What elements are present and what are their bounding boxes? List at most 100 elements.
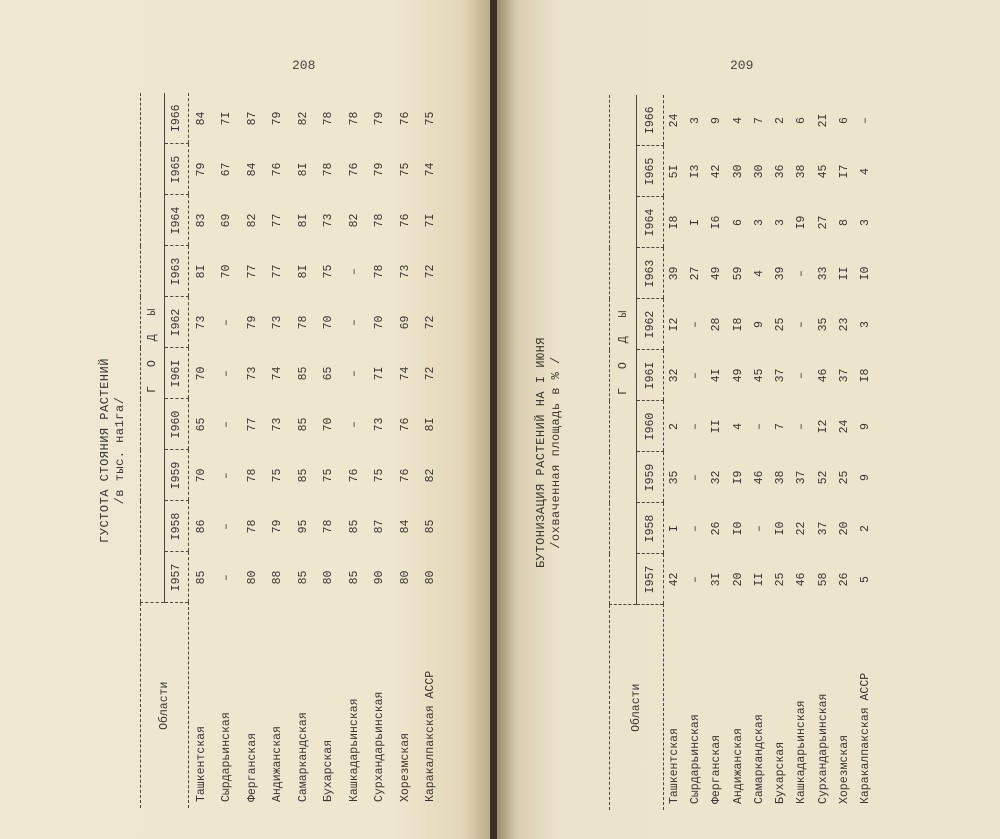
value-cell: 70 [373, 315, 387, 330]
value-cell: – [795, 423, 809, 430]
year-header: I965 [636, 146, 664, 197]
value-cell: 73 [195, 315, 208, 330]
value-cell: 49 [710, 266, 724, 281]
value-cell: 28 [710, 317, 724, 332]
table-title: БУТОНИЗАЦИЯ РАСТЕНИЙ НА I ИЮНЯ [534, 336, 548, 569]
value-cell: 37 [774, 368, 788, 383]
value-cell: 75 [424, 111, 438, 126]
value-cell: 7 [752, 117, 766, 124]
table-row: Хорезмская 80 84 76 76 74 69 73 76 75 76 [393, 93, 419, 808]
region-name: Бухарская [774, 741, 788, 804]
value-cell: 42 [710, 164, 724, 179]
value-cell: 85 [296, 468, 310, 483]
year-header: I957 [636, 554, 664, 605]
year-header: I965 [164, 144, 189, 195]
value-cell: 95 [296, 519, 310, 534]
value-cell: 5 [859, 576, 873, 583]
region-name: Каракалпакская АССР [859, 672, 873, 804]
value-cell: 77 [245, 417, 259, 432]
value-cell: 37 [838, 368, 852, 383]
value-cell: – [220, 574, 234, 581]
value-cell: 70 [322, 417, 336, 432]
table-row: Ферганская 80 78 78 77 73 79 77 82 84 87 [240, 93, 266, 808]
budding-table-block: БУТОНИЗАЦИЯ РАСТЕНИЙ НА I ИЮНЯ /охваченн… [534, 94, 904, 810]
value-cell: 35 [667, 470, 681, 485]
value-cell: – [688, 423, 702, 430]
value-cell: 79 [373, 111, 387, 126]
value-cell: I3 [688, 164, 702, 179]
value-cell: 5I [667, 164, 681, 179]
region-name: Хорезмская [398, 732, 412, 802]
table-title: ГУСТОТА СТОЯНИЯ РАСТЕНИЙ [98, 358, 112, 543]
value-cell: 59 [731, 266, 745, 281]
value-cell: I0 [774, 521, 788, 536]
table-row: Хорезмская 26 20 25 24 37 23 II 8 I7 6 [834, 95, 855, 810]
table-subtitle: /в тыс. на1га/ [113, 396, 127, 505]
value-cell: I6 [710, 215, 724, 230]
value-cell: 8I [195, 264, 208, 279]
value-cell: 78 [245, 519, 259, 534]
region-name: Сурхандарьинская [816, 693, 830, 804]
value-cell: – [347, 370, 361, 377]
value-cell: I0 [731, 521, 745, 536]
value-cell: II [838, 266, 852, 281]
value-cell: 20 [838, 521, 852, 536]
value-cell: 82 [347, 213, 361, 228]
value-cell: 85 [347, 519, 361, 534]
year-header: I964 [636, 197, 664, 248]
value-cell: – [347, 268, 361, 275]
table-row: Сурхандарьинская 58 37 52 I2 46 35 33 27 45 2I [813, 95, 834, 810]
value-cell: 75 [398, 162, 412, 177]
value-cell: 4 [859, 168, 873, 175]
table-row: Сырдарьинская – – – – – – 70 69 67 7I [214, 93, 240, 808]
value-cell: 65 [195, 417, 208, 432]
value-cell: 90 [373, 570, 387, 585]
value-cell: 26 [710, 521, 724, 536]
table-row: Самаркандская 85 95 85 85 85 78 8I 8I 8I 82 [291, 93, 317, 808]
value-cell: 72 [424, 366, 438, 381]
value-cell: 6 [838, 117, 852, 124]
value-cell: 37 [795, 470, 809, 485]
value-cell: – [795, 372, 809, 379]
table-row: Ташкентская 42 I 35 2 32 I2 39 I8 5I 24 [664, 95, 685, 810]
value-cell: 27 [688, 266, 702, 281]
value-cell: 78 [296, 315, 310, 330]
value-cell: 79 [195, 162, 208, 177]
year-header: I960 [636, 401, 664, 452]
value-cell: 72 [424, 264, 438, 279]
value-cell: 9 [710, 117, 724, 124]
value-cell: 24 [838, 419, 852, 434]
value-cell: 4 [752, 270, 766, 277]
value-cell: 85 [195, 570, 208, 585]
value-cell: 77 [271, 264, 285, 279]
region-name: Самаркандская [296, 712, 310, 802]
year-header: I960 [164, 399, 189, 450]
value-cell: 2 [774, 117, 788, 124]
year-header: I964 [164, 195, 189, 246]
value-cell: 32 [667, 368, 681, 383]
value-cell: 76 [347, 468, 361, 483]
year-header: I966 [164, 92, 189, 144]
year-header: I963 [164, 246, 189, 297]
value-cell: 2 [859, 525, 873, 532]
value-cell: 25 [774, 317, 788, 332]
value-cell: – [220, 421, 234, 428]
value-cell: 69 [220, 213, 234, 228]
column-header-region: Области [609, 605, 664, 810]
region-name: Ташкентская [667, 728, 681, 804]
value-cell: 75 [271, 468, 285, 483]
value-cell: 78 [322, 111, 336, 126]
value-cell: 73 [373, 417, 387, 432]
value-cell: 70 [195, 366, 208, 381]
value-cell: 7 [774, 423, 788, 430]
value-cell: 8I [424, 417, 438, 432]
value-cell: 73 [271, 315, 285, 330]
value-cell: 87 [373, 519, 387, 534]
table-row: Сырдарьинская – – – – – – 27 I I3 3 [685, 95, 706, 810]
value-cell: 70 [195, 468, 208, 483]
value-cell: 3 [774, 219, 788, 226]
value-cell: 38 [774, 470, 788, 485]
value-cell: 74 [398, 366, 412, 381]
value-cell: – [220, 523, 234, 530]
value-cell: 78 [347, 111, 361, 126]
